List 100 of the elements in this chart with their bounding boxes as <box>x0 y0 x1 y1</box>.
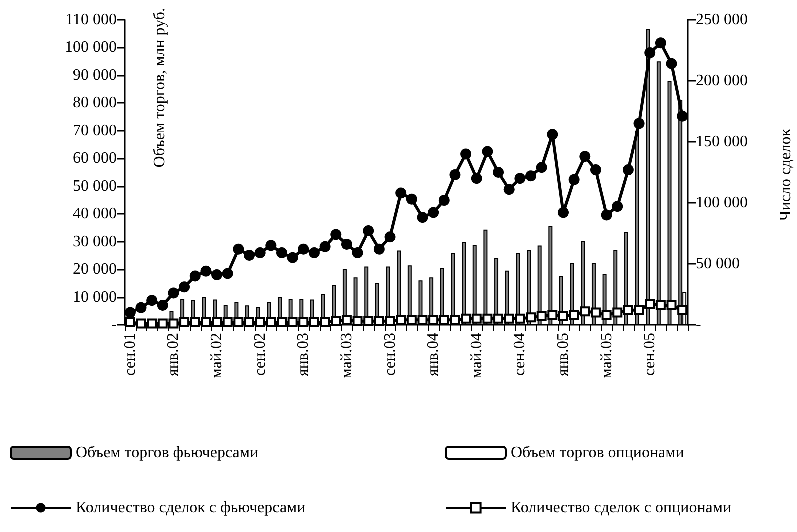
point <box>590 308 601 318</box>
point <box>461 314 472 324</box>
point <box>146 295 158 306</box>
x-tick-label: сен.05 <box>642 333 659 376</box>
x-tick-label: май.03 <box>338 333 356 379</box>
point <box>374 316 384 326</box>
point <box>645 299 656 310</box>
point <box>276 248 288 259</box>
point <box>612 201 624 212</box>
point <box>233 244 244 255</box>
point <box>374 244 385 255</box>
point <box>558 311 568 322</box>
y-tick-label: 80 000 <box>73 94 117 112</box>
point <box>439 315 450 326</box>
point <box>136 318 146 329</box>
point <box>308 248 320 259</box>
x-tick-label: май.02 <box>208 333 226 379</box>
point <box>352 248 364 259</box>
y-tick-label: 50 000 <box>73 178 117 195</box>
point <box>136 302 147 314</box>
point <box>244 318 255 328</box>
point <box>385 316 396 326</box>
y2-tick-label: 50 000 <box>696 256 740 272</box>
x-tick-label: май.05 <box>598 333 616 379</box>
y-tick-label: 70 000 <box>73 122 117 140</box>
point <box>569 310 580 320</box>
point <box>602 310 612 320</box>
point <box>580 151 591 162</box>
y-tick-label: 110 000 <box>66 12 117 28</box>
y-tick-label: 40 000 <box>73 206 117 223</box>
point <box>288 318 298 328</box>
point <box>212 318 222 328</box>
point <box>309 318 320 328</box>
point <box>341 238 352 250</box>
x-tick-label: сен.02 <box>252 333 269 376</box>
point <box>406 315 417 326</box>
x-tick-label: сен.04 <box>512 333 529 376</box>
point <box>580 306 590 317</box>
x-tick-label: янв.05 <box>554 333 572 376</box>
point <box>666 300 677 310</box>
point <box>494 314 504 324</box>
point <box>514 173 526 184</box>
point <box>568 174 580 186</box>
legend-label: Объем торгов фьючерсами <box>76 444 259 462</box>
point <box>168 288 180 299</box>
point <box>363 226 374 237</box>
y2-tick-label: 250 000 <box>696 12 748 28</box>
y-tick-label: 100 000 <box>65 39 117 56</box>
point <box>526 170 537 182</box>
point <box>201 318 212 328</box>
point <box>342 315 352 326</box>
point <box>330 229 342 240</box>
x-tick-label: сен.01 <box>122 333 139 376</box>
point <box>298 318 309 328</box>
point <box>331 316 342 326</box>
point <box>590 164 602 176</box>
point <box>548 310 558 320</box>
point <box>212 269 223 280</box>
point <box>482 314 493 324</box>
x-tick-label: янв.03 <box>295 333 312 376</box>
point <box>298 244 310 255</box>
point <box>266 318 276 328</box>
point <box>666 58 678 70</box>
point <box>147 318 158 329</box>
point <box>460 148 472 160</box>
legend-label: Количество сделок с опционами <box>511 500 732 516</box>
point <box>515 314 526 324</box>
point <box>254 248 266 259</box>
point <box>418 315 428 326</box>
point <box>450 315 460 326</box>
point <box>656 300 666 310</box>
point <box>428 207 440 218</box>
point <box>396 315 406 326</box>
point <box>266 240 277 252</box>
x-tick-label: янв.02 <box>165 333 182 376</box>
legend-label: Количество сделок с фьючерсами <box>76 500 306 516</box>
point <box>644 47 656 58</box>
point <box>364 316 374 326</box>
point <box>504 314 514 324</box>
point <box>320 318 330 328</box>
point <box>255 318 266 328</box>
y-tick-label: - <box>112 316 117 334</box>
point <box>482 146 494 158</box>
point <box>504 184 515 196</box>
point <box>623 305 634 316</box>
y-tick-label: 10 000 <box>73 288 117 306</box>
y2-tick-label: 200 000 <box>696 72 748 90</box>
point <box>200 266 212 277</box>
point <box>352 316 363 326</box>
point <box>622 164 634 176</box>
point <box>180 318 190 328</box>
point <box>168 318 179 329</box>
point <box>428 315 439 326</box>
point <box>493 167 504 178</box>
point <box>320 241 331 252</box>
point <box>678 305 688 316</box>
point <box>417 212 428 224</box>
point <box>234 318 244 328</box>
x-tick-label: янв.04 <box>425 333 442 376</box>
point <box>558 207 569 218</box>
